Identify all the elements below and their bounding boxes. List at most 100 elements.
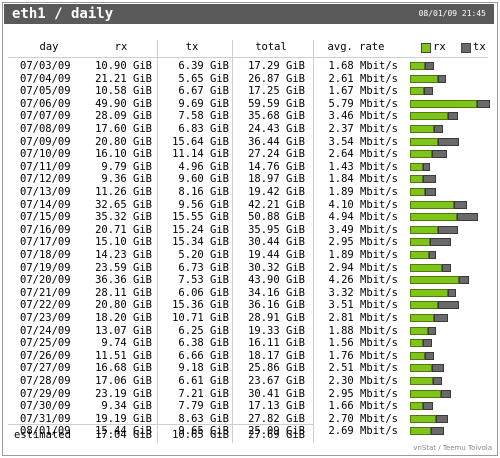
row-day: 07/10/09: [20, 148, 71, 161]
row-rx: 17.60 GiB: [95, 123, 152, 135]
row-tx: 15.34 GiB: [172, 236, 229, 249]
row-total: 36.44 GiB: [248, 135, 305, 148]
row-rx: 17.06 GiB: [95, 375, 152, 387]
row-rx: 23.59 GiB: [95, 261, 152, 274]
row-avg-rate: 3.46 Mbit/s: [328, 110, 398, 123]
column-header-day: day: [39, 41, 59, 53]
row-total: 27.24 GiB: [248, 148, 305, 161]
rx-bar: [410, 339, 423, 348]
rx-bar: [410, 364, 432, 373]
row-total: 24.43 GiB: [248, 123, 305, 135]
row-rx: 10.58 GiB: [95, 85, 152, 98]
tx-bar: [424, 87, 433, 96]
row-total: 17.29 GiB: [248, 60, 305, 72]
row-day: 07/12/09: [20, 173, 71, 186]
row-avg-rate: 1.68 Mbit/s: [328, 60, 398, 72]
row-day: 07/25/09: [20, 337, 71, 350]
tx-bar: [429, 251, 436, 259]
rx-bar: [410, 427, 431, 436]
row-avg-rate: 3.32 Mbit/s: [328, 286, 398, 299]
row-day: 07/19/09: [20, 261, 71, 274]
rx-bar: [410, 87, 424, 96]
row-day: 07/14/09: [20, 198, 71, 211]
row-avg-rate: 1.89 Mbit/s: [328, 186, 398, 198]
row-day: 07/05/09: [20, 85, 71, 98]
tx-bar: [448, 288, 456, 297]
rx-bar: [410, 200, 454, 209]
row-avg-rate: 1.88 Mbit/s: [328, 324, 398, 337]
tx-bar: [442, 263, 451, 272]
footer-credit: vnStat / Teemu Toivola: [413, 444, 492, 452]
row-day: 07/16/09: [20, 223, 71, 236]
legend-rx-label: rx: [433, 41, 446, 53]
row-tx: 6.73 GiB: [178, 261, 229, 274]
tx-bar: [423, 175, 436, 184]
row-total: 14.76 GiB: [248, 160, 305, 173]
row-total: 59.59 GiB: [248, 97, 305, 110]
row-avg-rate: 1.43 Mbit/s: [328, 160, 398, 173]
row-day: 07/06/09: [20, 97, 71, 110]
row-day: 07/30/09: [20, 400, 71, 413]
row-total: 19.42 GiB: [248, 186, 305, 198]
row-total: 27.82 GiB: [248, 412, 305, 425]
row-total: 42.21 GiB: [248, 198, 305, 211]
row-total: 50.88 GiB: [248, 211, 305, 224]
row-tx: 7.21 GiB: [178, 387, 229, 400]
row-avg-rate: 2.95 Mbit/s: [328, 236, 398, 249]
row-tx: 9.18 GiB: [178, 362, 229, 375]
tx-bar: [459, 276, 469, 285]
row-avg-rate: 4.94 Mbit/s: [328, 211, 398, 224]
row-rx: 32.65 GiB: [95, 198, 152, 211]
rx-bar: [410, 263, 442, 272]
row-total: 35.68 GiB: [248, 110, 305, 123]
row-tx: 5.65 GiB: [178, 72, 229, 85]
row-total: 17.25 GiB: [248, 85, 305, 98]
row-avg-rate: 2.70 Mbit/s: [328, 412, 398, 425]
tx-bar: [431, 427, 444, 436]
tx-bar: [438, 301, 459, 310]
rx-bar: [410, 137, 438, 146]
row-day: 07/08/09: [20, 123, 71, 135]
row-tx: 9.65 GiB: [178, 425, 229, 438]
row-rx: 49.90 GiB: [95, 97, 152, 110]
row-avg-rate: 2.81 Mbit/s: [328, 312, 398, 324]
legend-tx-label: tx: [473, 41, 486, 53]
row-day: 07/21/09: [20, 286, 71, 299]
rx-bar: [410, 162, 423, 171]
row-avg-rate: 2.30 Mbit/s: [328, 375, 398, 387]
row-avg-rate: 4.26 Mbit/s: [328, 274, 398, 287]
row-tx: 7.53 GiB: [178, 274, 229, 287]
row-avg-rate: 3.54 Mbit/s: [328, 135, 398, 148]
title-bar: eth1 / daily 08/01/09 21:45: [4, 4, 494, 24]
row-total: 28.91 GiB: [248, 312, 305, 324]
rx-bar: [410, 314, 434, 322]
row-rx: 19.19 GiB: [95, 412, 152, 425]
column-header-avg-rate: avg. rate: [327, 41, 385, 53]
row-tx: 4.96 GiB: [178, 160, 229, 173]
rx-bar: [410, 175, 423, 184]
row-tx: 9.56 GiB: [178, 198, 229, 211]
row-total: 23.67 GiB: [248, 375, 305, 387]
row-tx: 15.64 GiB: [172, 135, 229, 148]
tx-bar: [434, 125, 443, 133]
row-rx: 35.32 GiB: [95, 211, 152, 224]
row-rx: 15.44 GiB: [95, 425, 152, 438]
row-tx: 6.67 GiB: [178, 85, 229, 98]
row-rx: 9.74 GiB: [101, 337, 152, 350]
row-day: 07/24/09: [20, 324, 71, 337]
rx-bar: [410, 188, 425, 196]
tx-bar: [425, 351, 434, 360]
row-avg-rate: 2.95 Mbit/s: [328, 387, 398, 400]
tx-bar: [434, 314, 448, 322]
row-total: 25.09 GiB: [248, 425, 305, 438]
row-day: 07/09/09: [20, 135, 71, 148]
row-total: 34.16 GiB: [248, 286, 305, 299]
row-avg-rate: 2.61 Mbit/s: [328, 72, 398, 85]
row-avg-rate: 1.89 Mbit/s: [328, 249, 398, 261]
tx-bar: [423, 162, 430, 171]
row-avg-rate: 2.37 Mbit/s: [328, 123, 398, 135]
row-avg-rate: 1.66 Mbit/s: [328, 400, 398, 413]
rx-bar: [410, 301, 438, 310]
tx-bar: [457, 213, 478, 222]
row-day: 07/31/09: [20, 412, 71, 425]
